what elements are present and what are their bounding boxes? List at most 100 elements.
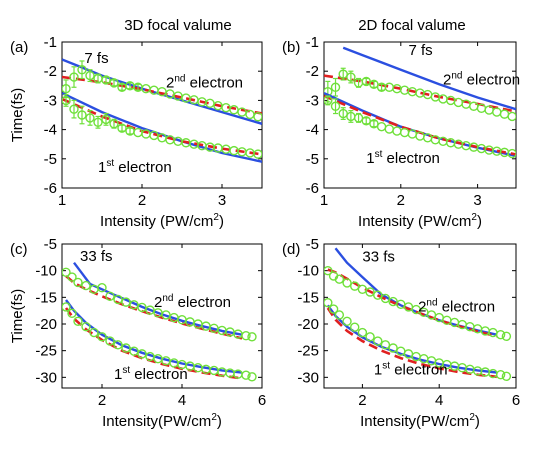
data-point <box>67 272 77 282</box>
data-point <box>342 278 352 288</box>
data-point <box>376 121 387 132</box>
data-point <box>105 336 115 346</box>
pulse-duration-label: 33 fs <box>362 249 395 266</box>
x-tick-label: 4 <box>435 392 443 409</box>
data-point <box>97 283 107 293</box>
data-point <box>129 300 139 310</box>
pulse-duration-label: 7 fs <box>408 42 432 59</box>
panel-label: (b) <box>282 39 300 56</box>
x-axis-label: Intensity(PW/cm2) <box>360 412 480 430</box>
electron-label: 1st electron <box>374 361 448 379</box>
data-point <box>69 104 79 114</box>
data-point <box>357 327 368 338</box>
y-tick-label: -15 <box>35 289 57 306</box>
data-point <box>117 123 127 133</box>
data-point <box>81 321 91 332</box>
electron-label: 2nd electron <box>443 70 520 88</box>
y-tick-label: -25 <box>35 343 57 360</box>
data-point <box>365 332 375 342</box>
data-point <box>121 297 131 307</box>
y-tick-label: -3 <box>306 92 319 109</box>
x-axis-label: Intensity (PW/cm2) <box>358 212 482 230</box>
x-tick-label: 3 <box>473 192 481 209</box>
data-point <box>495 369 506 380</box>
data-point <box>324 95 333 106</box>
y-tick-label: -5 <box>44 236 57 253</box>
x-tick-label: 2 <box>98 392 106 409</box>
plot-frame <box>61 243 263 389</box>
data-point <box>85 113 95 123</box>
y-tick-label: -30 <box>297 369 319 386</box>
data-point <box>67 308 77 319</box>
data-point <box>501 331 512 341</box>
data-point <box>161 310 171 320</box>
electron-label: 2nd electron <box>166 73 243 91</box>
y-tick-label: -3 <box>44 92 57 109</box>
chart-panel: 2 4 6 -5 -10 -15 -20 -25 -30 Intensity(PW/cm2) Tim… <box>9 236 266 430</box>
data-point <box>62 84 71 94</box>
data-point <box>85 70 95 81</box>
y-tick-label: -4 <box>44 122 57 139</box>
data-point <box>373 336 383 346</box>
data-point <box>137 302 147 313</box>
y-tick-label: -5 <box>306 236 319 253</box>
data-point <box>101 114 111 125</box>
column-title-3d: 3D focal valume <box>124 17 232 34</box>
data-point <box>69 72 79 82</box>
data-point <box>121 343 131 353</box>
y-tick-label: -6 <box>44 180 57 197</box>
x-tick-label: 2 <box>138 192 146 209</box>
y-tick-label: -20 <box>35 316 57 333</box>
y-tick-label: -1 <box>306 34 319 51</box>
x-tick-label: 6 <box>512 392 520 409</box>
panel-label: (a) <box>10 39 28 56</box>
data-point <box>380 340 391 350</box>
data-point <box>109 78 119 88</box>
data-point <box>324 297 333 308</box>
data-point <box>399 127 410 138</box>
data-point <box>350 281 360 291</box>
data-point <box>101 75 111 85</box>
data-point <box>501 371 512 381</box>
data-point <box>469 101 479 111</box>
y-tick-label: -10 <box>35 263 57 280</box>
fit-line <box>326 307 497 379</box>
pulse-duration-label: 7 fs <box>84 50 108 67</box>
electron-label: 2nd electron <box>418 298 495 316</box>
y-tick-label: -1 <box>44 34 57 51</box>
data-point <box>105 291 115 301</box>
x-tick-label: 3 <box>218 192 226 209</box>
data-point <box>324 265 333 276</box>
electron-label: 1st electron <box>98 158 172 176</box>
data-point <box>137 349 147 359</box>
data-point <box>365 287 375 297</box>
data-point <box>384 124 394 134</box>
y-tick-label: -25 <box>297 343 319 360</box>
panel-label: (c) <box>10 241 28 258</box>
data-point <box>495 329 506 340</box>
data-point <box>373 290 383 300</box>
data-point <box>62 302 71 312</box>
electron-label: 2nd electron <box>154 293 231 311</box>
data-point <box>62 95 71 106</box>
data-point <box>77 110 87 120</box>
x-tick-label: 2 <box>397 192 405 209</box>
data-point <box>346 72 356 82</box>
x-axis-label: Intensity (PW/cm2) <box>100 212 224 230</box>
data-point <box>507 111 516 122</box>
fit-line <box>62 97 262 156</box>
data-point <box>330 101 341 111</box>
y-tick-label: -30 <box>35 369 57 386</box>
y-tick-label: -15 <box>297 289 319 306</box>
data-point <box>109 119 119 129</box>
data-point <box>328 304 339 314</box>
data-point <box>133 127 143 138</box>
data-point <box>129 346 139 356</box>
data-point <box>229 105 239 115</box>
electron-label: 1st electron <box>366 149 440 167</box>
theory-line <box>62 92 262 163</box>
data-point <box>241 370 251 380</box>
y-axis-label: Time(fs) <box>9 289 26 343</box>
data-point <box>492 107 502 117</box>
